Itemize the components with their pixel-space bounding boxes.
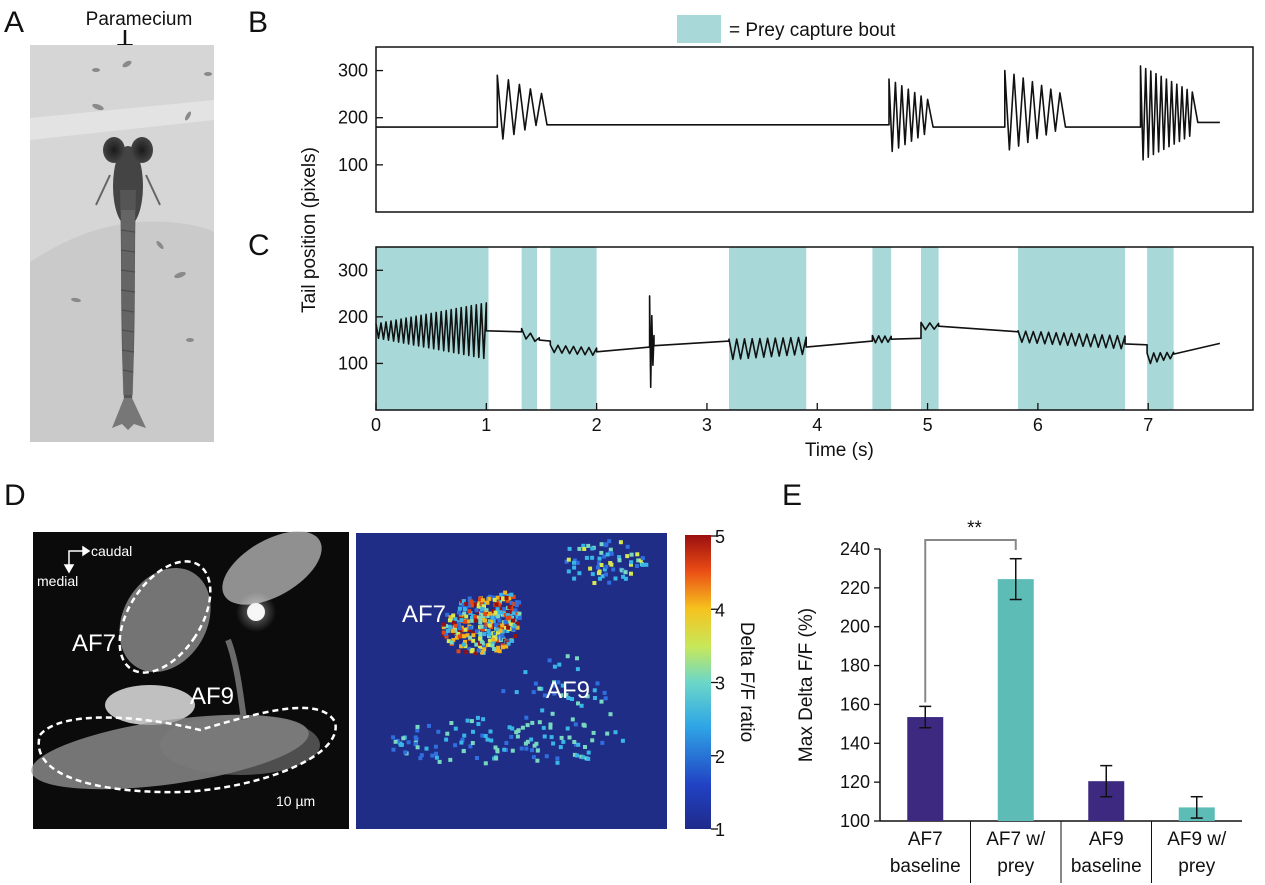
xtick-label-c: 2: [592, 415, 602, 435]
category-label: prey: [997, 856, 1034, 877]
caudal-label: caudal: [91, 543, 132, 559]
ytick-label-e: 180: [840, 656, 870, 676]
category-label: AF7: [908, 829, 943, 850]
tail-position-chart-b: 100 200 300: [338, 46, 1254, 213]
ytick-label-b: 300: [338, 61, 368, 81]
ytick-label-e: 120: [840, 772, 870, 792]
colorbar-tick-label: 4: [715, 600, 725, 620]
af9-label-heat: AF9: [546, 677, 590, 704]
shared-ylabel: Tail position (pixels): [299, 147, 320, 313]
xtick-label-c: 4: [812, 415, 822, 435]
category-label: baseline: [1071, 856, 1142, 877]
bar: [997, 579, 1034, 821]
larva-image: [30, 45, 214, 442]
ylabel-e: Max Delta F/F (%): [796, 608, 817, 762]
trace-line-c: [375, 295, 1221, 389]
legend-text: = Prey capture bout: [729, 20, 896, 41]
category-label: AF7 w/: [986, 829, 1046, 850]
ytick-label-e: 200: [840, 617, 870, 637]
ytick-label-e: 100: [840, 811, 870, 831]
max-delta-bar-chart: 100 120 140 160 180 200 220 240 Max Delta F/F (%…: [796, 518, 1242, 883]
xtick-label-c: 3: [702, 415, 712, 435]
ytick-label-c: 200: [338, 307, 368, 327]
bar: [907, 717, 944, 821]
ytick-label-b: 200: [338, 108, 368, 128]
ytick-label-e: 160: [840, 694, 870, 714]
prey-capture-bout: [920, 247, 939, 410]
colorbar-tick-label: 1: [715, 820, 725, 840]
colorbar-tick-label: 5: [715, 527, 725, 547]
legend-swatch: [677, 15, 721, 43]
ytick-label-b: 100: [338, 155, 368, 175]
category-label: baseline: [890, 856, 961, 877]
colorbar-tick-label: 3: [715, 674, 725, 694]
paramecium-label: Paramecium: [86, 9, 193, 30]
panel-letter-a: A: [4, 6, 24, 39]
xtick-label-c: 7: [1143, 415, 1153, 435]
category-label: AF9: [1089, 829, 1124, 850]
ytick-label-c: 300: [338, 260, 368, 280]
tail-position-chart-c: 100 200 300 0 1 2 3 4 5 6 7 Time (s): [338, 246, 1254, 461]
colorbar: 1 2 3 4 5 Delta F/F ratio: [685, 527, 757, 840]
prey-capture-bout: [1147, 247, 1174, 410]
prey-capture-bout: [729, 247, 807, 410]
ytick-label-e: 140: [840, 733, 870, 753]
af7-label-gray: AF7: [72, 630, 116, 657]
af7-label-heat: AF7: [402, 601, 446, 628]
panel-letter-c: C: [248, 229, 270, 262]
xtick-label-c: 5: [923, 415, 933, 435]
xtick-label-c: 0: [371, 415, 381, 435]
af9-label-gray: AF9: [190, 683, 234, 710]
prey-capture-bout: [521, 247, 538, 410]
prey-capture-bout: [1018, 247, 1126, 410]
xlabel-c: Time (s): [805, 440, 874, 461]
heatmap-brain-image: AF7 AF9: [356, 533, 667, 829]
scale-bar-label: 10 µm: [276, 793, 315, 809]
significance-label: **: [967, 518, 982, 539]
colorbar-tick-label: 2: [715, 747, 725, 767]
ytick-label-c: 100: [338, 353, 368, 373]
trace-line-b: [376, 65, 1220, 161]
prey-capture-bout: [550, 247, 597, 410]
category-label: AF9 w/: [1167, 829, 1227, 850]
panel-letter-d: D: [4, 479, 26, 512]
xtick-label-c: 6: [1033, 415, 1043, 435]
medial-label: medial: [37, 573, 78, 589]
ytick-label-e: 220: [840, 578, 870, 598]
category-label: prey: [1178, 856, 1215, 877]
plot-frame-b: [375, 46, 1254, 213]
ytick-label-e: 240: [840, 539, 870, 559]
colorbar-label: Delta F/F ratio: [736, 622, 757, 742]
legend: = Prey capture bout: [677, 15, 896, 43]
panel-letter-e: E: [782, 479, 802, 512]
significance-bracket: [924, 539, 1017, 703]
grayscale-brain-image: caudal medial AF7 AF9 10 µm: [31, 531, 349, 829]
xtick-label-c: 1: [481, 415, 491, 435]
prey-capture-bout: [872, 247, 892, 410]
panel-letter-b: B: [248, 6, 268, 39]
